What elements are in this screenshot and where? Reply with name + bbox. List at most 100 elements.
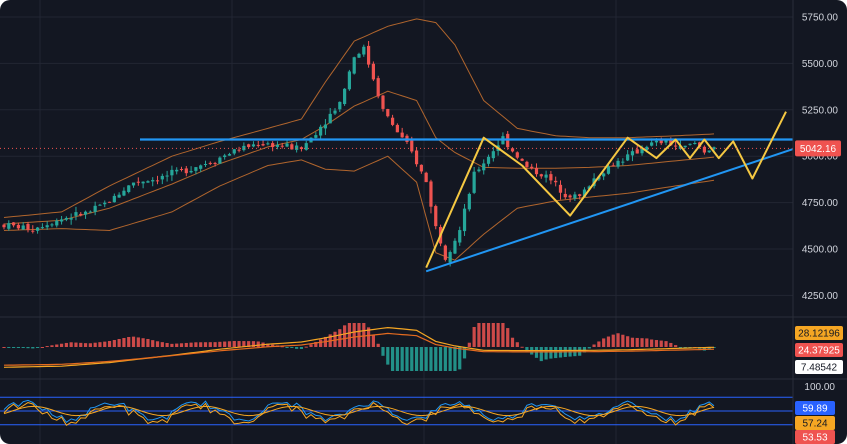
candle-body — [127, 185, 131, 192]
macd-histogram-bar — [410, 347, 414, 371]
candle-body — [31, 230, 35, 232]
candle-body — [170, 169, 174, 176]
macd-histogram-bar — [429, 347, 433, 371]
macd-histogram-bar — [525, 347, 529, 352]
macd-histogram-bar — [597, 341, 601, 347]
macd-histogram-bar — [64, 342, 68, 347]
candle-body — [93, 205, 97, 212]
macd-histogram-bar — [616, 333, 620, 347]
candle-body — [314, 135, 318, 138]
candle-body — [218, 157, 222, 164]
drawing-tools[interactable] — [0, 111, 794, 273]
candle-body — [520, 158, 524, 161]
price-tick-label: 5500.00 — [802, 59, 839, 70]
macd-histogram-bar — [669, 342, 673, 347]
candle-body — [395, 124, 399, 133]
price-axis[interactable]: 5750.00 5500.00 5250.00 5000.00 4750.00 4500.… — [795, 12, 841, 302]
macd-histogram-bar — [592, 344, 596, 347]
candle-body — [11, 222, 16, 226]
macd-histogram-bar — [587, 347, 591, 349]
candle-body — [376, 78, 380, 97]
candle-body — [414, 150, 419, 165]
candle-body — [131, 182, 136, 186]
candle-body — [83, 211, 88, 215]
candle-body — [64, 217, 68, 220]
macd-histogram-bar — [352, 323, 356, 347]
price-pane[interactable] — [0, 18, 794, 273]
candle-body — [160, 175, 164, 180]
candle-body — [155, 180, 160, 182]
candle-body — [434, 206, 438, 227]
candle-body — [453, 240, 457, 254]
candle-body — [242, 145, 246, 151]
candle-body — [280, 145, 284, 147]
macd-histogram-bar — [7, 347, 11, 348]
candle-body — [285, 143, 289, 147]
macd-histogram-bar — [338, 329, 342, 347]
candle-body — [275, 144, 280, 147]
macd-pane[interactable] — [2, 323, 716, 371]
candle-body — [79, 213, 83, 216]
candle-body — [712, 147, 716, 150]
macd-histogram-bar — [290, 347, 294, 348]
macd-histogram-bar — [50, 345, 54, 347]
candle-body — [443, 245, 447, 260]
macd-histogram-bar — [486, 323, 491, 347]
macd-histogram-bar — [26, 347, 30, 349]
candle-body — [328, 113, 332, 124]
candle-body — [107, 201, 112, 203]
candle-body — [16, 224, 20, 229]
price-tick-label: 4250.00 — [802, 291, 839, 302]
macd-histogram-bar — [256, 341, 260, 347]
candle-body — [424, 172, 428, 183]
macd-histogram-bar — [664, 341, 668, 347]
oscillator-axis[interactable]: 100.00 59.89 57.24 53.53 — [795, 382, 835, 444]
candle-body — [347, 71, 352, 90]
macd-value-tag — [795, 326, 843, 340]
macd-histogram-bar — [467, 342, 471, 347]
candle-body — [477, 169, 481, 172]
candle-body — [472, 171, 476, 193]
macd-histogram-bar — [448, 347, 452, 371]
macd-histogram-bar — [544, 347, 548, 360]
macd-histogram-bar — [635, 337, 639, 347]
macd-line — [3, 326, 715, 368]
macd-histogram-bar — [424, 347, 428, 371]
macd-histogram-bar — [621, 334, 625, 347]
candle-body — [525, 161, 529, 167]
candle-body — [611, 165, 615, 167]
candle-body — [534, 167, 539, 175]
candle-body — [343, 88, 347, 105]
macd-histogram-bar — [343, 325, 347, 347]
macd-histogram-bar — [491, 323, 495, 347]
macd-histogram-bar — [151, 340, 155, 347]
candle-body — [189, 170, 193, 173]
candle-body — [554, 180, 558, 183]
candle-body — [199, 165, 203, 169]
oscillator-pane[interactable] — [0, 396, 793, 426]
candle-body — [122, 190, 126, 196]
macd-histogram-bar — [319, 339, 323, 347]
macd-axis[interactable]: 28.12196 24.37925 7.48542 — [795, 326, 843, 374]
candle-body — [616, 160, 620, 167]
macd-histogram-bar — [347, 323, 352, 347]
candle-body — [707, 150, 711, 153]
macd-histogram-bar — [127, 337, 131, 347]
candle-body — [458, 230, 462, 243]
macd-histogram-bar — [582, 347, 587, 353]
macd-histogram-bar — [227, 341, 232, 347]
candle-body — [400, 132, 404, 138]
macd-histogram-bar — [280, 346, 284, 348]
macd-histogram-bar — [626, 336, 630, 347]
candle-body — [582, 189, 587, 197]
macd-histogram-bar — [496, 323, 500, 347]
macd-histogram-bar — [40, 347, 44, 348]
candle-body — [688, 143, 692, 145]
macd-histogram-bar — [458, 347, 462, 370]
candle-body — [74, 212, 78, 216]
candle-body — [290, 144, 294, 150]
macd-histogram-bar — [405, 347, 409, 371]
candle-body — [136, 181, 140, 183]
candle-body — [55, 220, 59, 226]
